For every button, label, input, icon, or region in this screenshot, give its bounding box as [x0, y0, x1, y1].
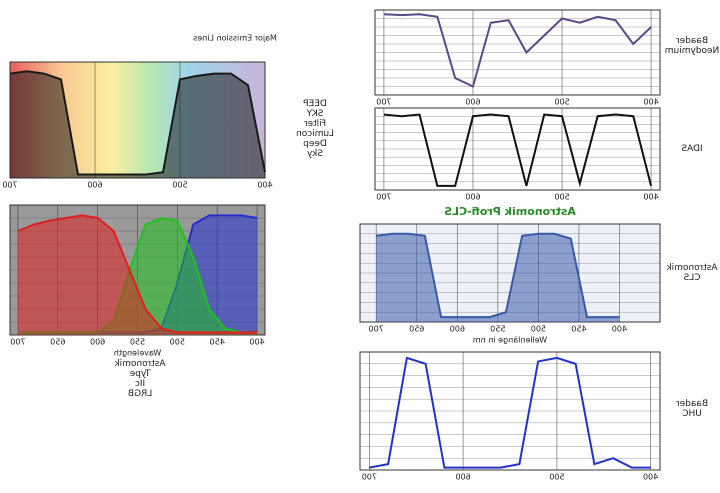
x-tick-label: 550 [490, 325, 505, 334]
transmission-curve [383, 13, 652, 88]
area-fill [17, 218, 258, 335]
x-tick-label: 700 [10, 338, 25, 347]
transmission-curve [376, 232, 620, 319]
area-fill [17, 215, 258, 335]
chart-title: DEEP SKY Filter Lumicon Deep Sky [296, 99, 334, 159]
x-tick-label: 700 [376, 193, 391, 202]
x-tick-label: 500 [531, 325, 546, 334]
x-tick-label: 700 [369, 325, 384, 334]
x-tick-label: 400 [643, 193, 658, 202]
x-tick-label: 450 [210, 338, 225, 347]
chart-title: Baader Neodymium [665, 36, 720, 56]
x-tick-label: 550 [130, 338, 145, 347]
x-tick-label: 500 [172, 181, 187, 190]
x-tick-label: 500 [170, 338, 185, 347]
x-tick-label: 400 [612, 325, 627, 334]
chart-subtitle: Astronomik Profi-CLS [444, 205, 576, 218]
transmission-curve [17, 214, 258, 334]
transmission-curve [383, 113, 653, 188]
x-tick-label: 600 [450, 325, 465, 334]
transmission-curve [9, 70, 266, 176]
x-axis-label: Wavelength [114, 349, 161, 358]
x-tick-label: 500 [549, 473, 564, 482]
x-tick-label: 400 [257, 181, 272, 190]
x-tick-label: 500 [554, 98, 569, 107]
transmission-curve [369, 356, 651, 469]
x-tick-label: 650 [409, 325, 424, 334]
y-axis-label: Major Emission Lines [193, 34, 277, 43]
mirrored-layer: 400 500 600 700 Baader Neodymium 400 500 600 700 I… [2, 9, 720, 482]
x-tick-label: 650 [50, 338, 65, 347]
chart-title: IDAS [681, 144, 703, 154]
x-tick-label: 450 [571, 325, 586, 334]
chart-title: Baader UHC [676, 399, 708, 419]
x-tick-label: 600 [465, 193, 480, 202]
chart-title: Astronomik Type IIc LRGB [114, 359, 166, 399]
x-tick-label: 400 [249, 338, 264, 347]
x-tick-label: 500 [554, 193, 569, 202]
x-tick-label: 600 [465, 98, 480, 107]
x-tick-label: 700 [2, 181, 17, 190]
x-axis-label: Wellenlänge in nm [473, 336, 547, 345]
x-tick-label: 600 [455, 473, 470, 482]
x-tick-label: 600 [87, 181, 102, 190]
x-tick-label: 400 [643, 473, 658, 482]
chart-title: Astronomik CLS [666, 263, 718, 283]
x-tick-label: 400 [643, 98, 658, 107]
x-tick-label: 600 [90, 338, 105, 347]
x-tick-label: 700 [376, 98, 391, 107]
x-tick-label: 700 [362, 473, 377, 482]
